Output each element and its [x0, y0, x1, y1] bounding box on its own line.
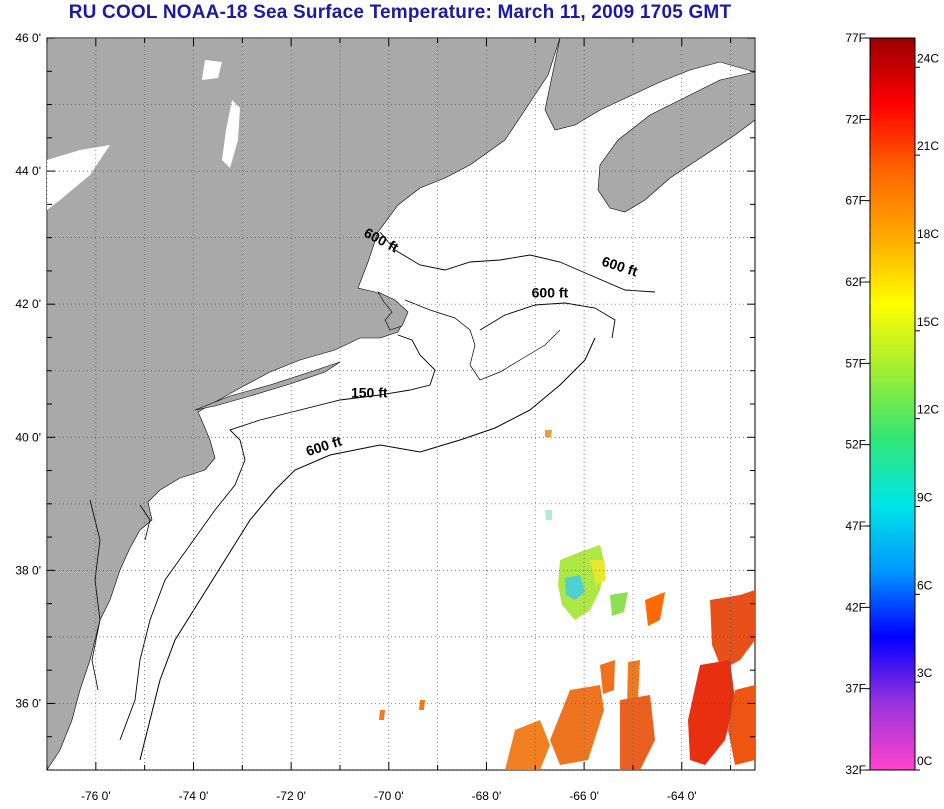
contour-150ft	[119, 334, 436, 741]
colorbar-f-label: 77F	[845, 31, 866, 45]
chesapeake-bay	[89, 499, 101, 691]
colorbar-f-label: 32F	[845, 763, 866, 777]
lat-label: 46 0'	[15, 31, 41, 45]
land-nova-scotia	[597, 71, 755, 213]
land-long-island	[194, 361, 341, 411]
lon-label: -76 0'	[81, 789, 111, 803]
lon-label: -70 0'	[374, 789, 404, 803]
colorbar-c-label: 12C	[917, 403, 939, 417]
colorbar-f-label: 57F	[845, 356, 866, 370]
colorbar-f-label: 62F	[845, 275, 866, 289]
contour-label: 600 ft	[532, 285, 569, 301]
colorbar-fahrenheit-labels: 77F 72F 67F 62F 57F 52F 47F 42F 37F 32F	[845, 31, 870, 777]
longitude-labels: -76 0' -74 0' -72 0' -70 0' -68 0' -66 0' -64 …	[81, 789, 697, 803]
lon-label: -64 0'	[667, 789, 697, 803]
colorbar-f-label: 47F	[845, 519, 866, 533]
colorbar-c-label: 9C	[917, 490, 933, 504]
colorbar-c-label: 15C	[917, 315, 939, 329]
lake-north	[202, 60, 222, 80]
colorbar-f-label: 52F	[845, 438, 866, 452]
lake-ontario-edge	[47, 145, 110, 210]
colorbar	[869, 37, 916, 771]
contour-gulf-inner	[404, 299, 561, 381]
colorbar-f-label: 72F	[845, 112, 866, 126]
colorbar-f-label: 67F	[845, 194, 866, 208]
map-title: RU COOL NOAA-18 Sea Surface Temperature:…	[68, 2, 732, 23]
contour-600ft-bank	[479, 302, 616, 339]
sst-patches	[379, 430, 755, 770]
lat-label: 42 0'	[15, 297, 41, 311]
lon-label: -74 0'	[179, 789, 209, 803]
contour-600ft-shelf	[139, 337, 596, 761]
lat-label: 36 0'	[15, 696, 41, 710]
lat-label: 44 0'	[15, 164, 41, 178]
colorbar-c-label: 6C	[917, 578, 933, 592]
contour-label: 150 ft	[351, 384, 388, 400]
colorbar-c-label: 21C	[917, 139, 939, 153]
colorbar-c-label: 24C	[917, 51, 939, 65]
colorbar-f-label: 37F	[845, 682, 866, 696]
delaware-bay	[139, 504, 151, 541]
colorbar-f-label: 42F	[845, 600, 866, 614]
colorbar-celsius-labels: 24C 21C 18C 15C 12C 9C 6C 3C 0C	[915, 51, 939, 771]
colorbar-c-label: 18C	[917, 227, 939, 241]
latitude-labels: 46 0' 44 0' 42 0' 40 0' 38 0' 36 0'	[15, 31, 41, 710]
land-canada-north	[544, 38, 755, 131]
lon-label: -68 0'	[472, 789, 502, 803]
lon-label: -66 0'	[569, 789, 599, 803]
axis-ticks	[46, 37, 755, 771]
colorbar-c-label: 0C	[917, 754, 933, 768]
colorbar-c-label: 3C	[917, 666, 933, 680]
lat-label: 40 0'	[15, 430, 41, 444]
lat-label: 38 0'	[15, 563, 41, 577]
lake-champlain	[222, 100, 240, 168]
lon-label: -72 0'	[276, 789, 306, 803]
contour-600ft-gulf	[379, 231, 656, 293]
land-us-mainland	[47, 38, 561, 770]
